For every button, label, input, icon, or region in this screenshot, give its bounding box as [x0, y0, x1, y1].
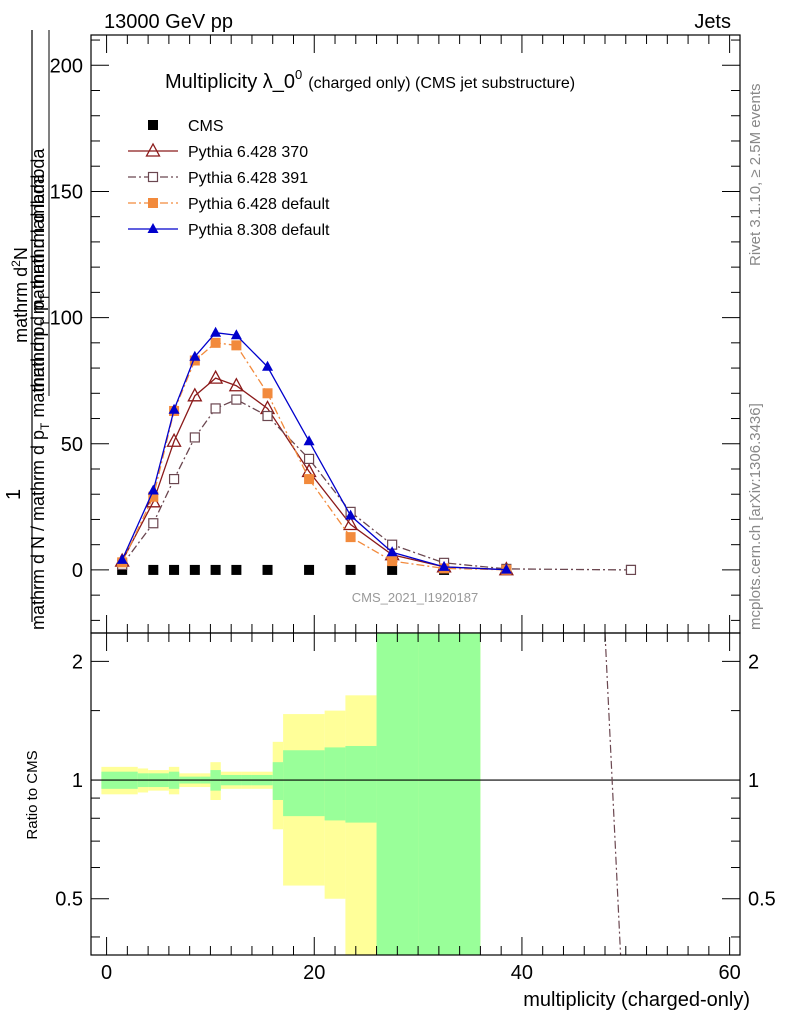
data-point-pythia-8-308-default [386, 546, 398, 557]
legend-label-pythia-6-428-default: Pythia 6.428 default [188, 196, 330, 213]
mcplots-label: mcplots.cern.ch [arXiv:1306.3436] [747, 403, 764, 630]
data-point-pythia-6-428-default [387, 556, 398, 567]
ratio-plot-frame [90, 632, 741, 956]
legend-marker-pythia-6-428-default [148, 198, 158, 208]
ratio-axis-ticks: 0.5 0.5 1 1 2 2 [55, 651, 776, 938]
series-line-pythia-6-428-default [121, 342, 507, 571]
series-line-pythia-6-428-370 [121, 377, 507, 571]
legend-label-pythia-8-308-default: Pythia 8.308 default [188, 222, 330, 239]
data-point-cms [210, 564, 221, 575]
data-point-pythia-6-428-default [210, 337, 221, 348]
ylabel-mid: mathrm d pT mathrm d lambda [28, 148, 52, 392]
main-axis-ticks: 0 50 100 150 200 [50, 35, 740, 633]
green-uncertainty-band [418, 633, 481, 955]
data-point-pythia-8-308-default [189, 350, 201, 361]
data-point-pythia-8-308-default [210, 326, 222, 337]
jets-label: Jets [694, 11, 731, 33]
y-tick-label: 50 [61, 434, 83, 456]
green-uncertainty-band [283, 750, 325, 817]
ratio-tick-label-right: 1 [748, 770, 759, 792]
data-point-pythia-8-308-default [116, 553, 128, 564]
ylabel-bottom: mathrm d N / mathrm d pT mathrm d pT mat… [28, 173, 52, 630]
green-uncertainty-band [345, 745, 377, 823]
green-uncertainty-band [324, 747, 346, 821]
legend-label-pythia-6-428-370: Pythia 6.428 370 [188, 144, 308, 161]
yellow-uncertainty-band [345, 695, 377, 955]
data-point-pythia-6-428-default [148, 491, 159, 502]
data-point-pythia-6-428-391 [148, 518, 159, 529]
data-point-cms [231, 564, 242, 575]
data-point-pythia-8-308-default [303, 435, 315, 446]
legend-marker-cms [148, 120, 158, 130]
legend-label-pythia-6-428-391: Pythia 6.428 391 [188, 170, 308, 187]
analysis-watermark: CMS_2021_I1920187 [352, 590, 479, 605]
x-tick-label: 0 [101, 962, 112, 984]
y-tick-label: 200 [50, 55, 83, 77]
data-point-pythia-6-428-370 [166, 432, 182, 447]
data-point-pythia-6-428-391 [625, 564, 637, 576]
series-line-pythia-6-428-391 [121, 398, 631, 571]
data-point-pythia-6-428-default [262, 388, 273, 399]
plot-title: Multiplicity λ_00(charged only) (CMS jet… [165, 67, 575, 93]
data-point-cms [169, 564, 180, 575]
data-point-pythia-6-428-391 [210, 403, 221, 414]
data-point-pythia-6-428-391 [189, 432, 200, 443]
main-series-group [114, 326, 637, 576]
data-point-pythia-8-308-default [345, 509, 357, 520]
data-point-cms [189, 564, 200, 575]
green-uncertainty-band [376, 633, 419, 955]
y-tick-label: 150 [50, 181, 83, 203]
x-tick-label: 20 [303, 962, 325, 984]
ylabel-one: 1 [3, 489, 25, 500]
y-tick-label: 100 [50, 308, 83, 330]
ratio-y-label: Ratio to CMS [24, 750, 41, 839]
data-point-pythia-8-308-default [262, 360, 274, 371]
rivet-label: Rivet 3.1.10, ≥ 2.5M events [747, 84, 764, 267]
data-point-pythia-6-428-370 [343, 516, 359, 531]
data-point-pythia-8-308-default [168, 403, 180, 414]
data-point-pythia-6-428-default [345, 532, 356, 543]
x-tick-label: 60 [718, 962, 740, 984]
green-uncertainty-band [272, 762, 284, 801]
data-point-cms [304, 564, 315, 575]
data-point-pythia-6-428-370 [187, 387, 203, 402]
data-point-pythia-6-428-370 [228, 377, 244, 392]
ratio-tick-label: 1 [72, 770, 83, 792]
legend-marker-pythia-8-308-default [147, 223, 159, 233]
series-line-pythia-8-308-default [121, 332, 507, 571]
ratio-tick-label-right: 2 [748, 651, 759, 673]
ratio-series-line [604, 632, 622, 956]
data-point-pythia-6-428-370 [208, 369, 224, 384]
data-point-cms [148, 564, 159, 575]
ratio-tick-label: 0.5 [55, 889, 83, 911]
data-point-cms [345, 564, 356, 575]
x-tick-label: 40 [511, 962, 533, 984]
data-point-pythia-6-428-391 [303, 453, 315, 464]
data-point-pythia-6-428-391 [231, 394, 242, 405]
legend-marker-pythia-6-428-370 [145, 142, 161, 157]
data-point-pythia-8-308-default [147, 484, 159, 495]
x-axis-label: multiplicity (charged-only) [523, 989, 750, 1011]
ratio-tick-label: 2 [72, 651, 83, 673]
ratio-tick-label-right: 0.5 [748, 889, 776, 911]
data-point-pythia-8-308-default [500, 563, 512, 574]
data-point-pythia-8-308-default [438, 560, 450, 571]
data-point-pythia-6-428-391 [168, 473, 180, 485]
y-axis-label: 1 mathrm d2N mathrm d pT mathrm d lambda… [3, 30, 52, 630]
y-tick-label: 0 [72, 560, 83, 582]
data-point-cms [262, 564, 273, 575]
data-point-pythia-6-428-default [304, 474, 315, 485]
legend-label-cms: CMS [188, 118, 224, 135]
data-point-cms [387, 564, 398, 575]
legend-marker-pythia-6-428-391 [147, 171, 159, 183]
ylabel-numerator: mathrm d2N [9, 247, 31, 343]
data-point-pythia-6-428-391 [262, 410, 273, 422]
x-axis-ticks: 0 20 40 60 [101, 633, 741, 984]
legend: CMS Pythia 6.428 370 Pythia 6.428 391 Pythi… [128, 118, 330, 239]
data-point-pythia-8-308-default [230, 329, 242, 340]
data-point-pythia-6-428-default [231, 340, 242, 351]
ratio-bands [101, 633, 481, 955]
energy-label: 13000 GeV pp [104, 11, 233, 33]
